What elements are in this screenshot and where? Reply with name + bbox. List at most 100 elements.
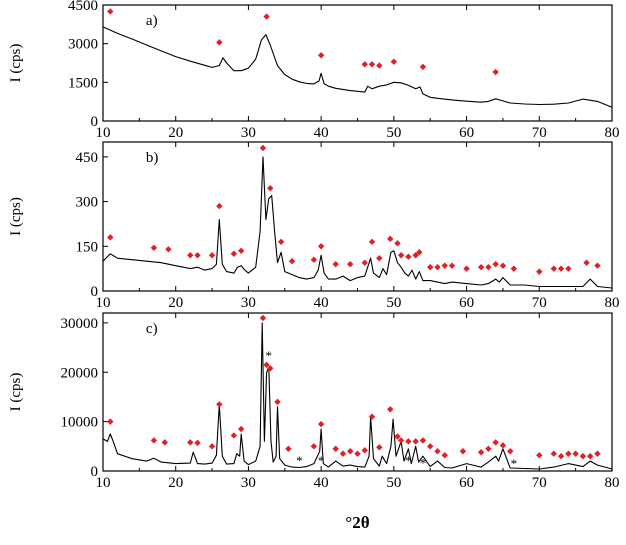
phase-marker (434, 263, 441, 271)
phase-marker (216, 401, 223, 408)
asterisk-marker: * (318, 453, 325, 468)
phase-marker (492, 439, 499, 446)
phase-marker (583, 259, 590, 266)
phase-marker (565, 265, 572, 272)
phase-marker (317, 52, 325, 59)
panel-1: 10 20 30 40 50 60 70 80 0 150 300 450 I (cps) b) (8, 141, 620, 311)
panel-label: a) (146, 13, 158, 29)
phase-marker (405, 438, 412, 445)
x-tick-label: 60 (459, 125, 474, 141)
phase-marker (150, 244, 158, 251)
phase-marker (274, 398, 281, 406)
y-axis-label: I (cps) (8, 373, 24, 412)
phase-marker (376, 62, 383, 69)
phase-marker (347, 448, 354, 455)
phase-marker (419, 63, 427, 71)
phase-marker (361, 259, 368, 266)
phase-marker (557, 452, 565, 460)
x-tick-label: 30 (241, 475, 256, 491)
phase-marker (230, 250, 238, 257)
asterisk-marker: * (511, 456, 518, 471)
phase-marker (394, 240, 401, 247)
phase-marker (267, 184, 274, 192)
asterisk-marker: * (405, 453, 412, 468)
phase-marker (419, 437, 427, 444)
phase-marker (368, 238, 376, 246)
phase-marker (477, 449, 485, 456)
phase-marker (310, 256, 318, 263)
y-tick-label: 0 (91, 114, 99, 130)
phase-marker (394, 433, 401, 440)
phase-marker (332, 260, 339, 268)
phase-marker (361, 447, 368, 454)
x-tick-label: 10 (96, 295, 111, 311)
x-tick-label: 70 (532, 295, 547, 311)
phase-marker (463, 265, 470, 272)
phase-marker (397, 437, 405, 444)
phase-marker (485, 445, 492, 452)
y-tick-label: 450 (76, 150, 99, 166)
phase-marker (492, 260, 499, 268)
x-tick-label: 20 (168, 475, 183, 491)
phase-marker (485, 263, 492, 271)
phase-marker (165, 246, 172, 253)
plot-frame (102, 4, 613, 122)
phase-marker (285, 445, 292, 452)
phase-marker (150, 437, 158, 444)
phase-marker (347, 260, 354, 268)
phase-marker (187, 252, 194, 259)
y-tick-label: 30000 (61, 316, 99, 332)
diffraction-line (102, 322, 613, 470)
phase-marker (594, 262, 601, 269)
phase-marker (499, 442, 507, 449)
panel-label: c) (146, 321, 158, 337)
x-tick-label: 80 (605, 125, 620, 141)
phase-marker (263, 13, 270, 20)
phase-marker (310, 443, 318, 450)
phase-marker (194, 439, 201, 447)
phase-marker (499, 262, 507, 269)
phase-marker (187, 439, 194, 446)
y-tick-label: 4500 (68, 0, 98, 14)
phase-marker (427, 443, 434, 450)
phase-marker (368, 61, 376, 68)
phase-marker (263, 361, 270, 369)
phase-marker (317, 243, 325, 250)
phase-marker (390, 58, 398, 65)
phase-marker (368, 413, 376, 420)
phase-marker (107, 8, 114, 15)
x-tick-label: 40 (314, 475, 329, 491)
phase-marker (194, 252, 201, 259)
phase-marker (208, 252, 216, 259)
phase-marker (237, 425, 245, 433)
x-tick-label: 80 (605, 295, 620, 311)
asterisk-marker: * (296, 453, 303, 468)
x-tick-label: 50 (386, 125, 401, 141)
x-tick-label: 40 (314, 125, 329, 141)
y-tick-label: 0 (91, 284, 99, 300)
phase-marker (230, 432, 238, 439)
phase-marker (427, 263, 434, 271)
x-tick-label: 70 (532, 475, 547, 491)
phase-marker (277, 238, 285, 246)
y-tick-label: 0 (91, 464, 99, 480)
x-tick-label: 30 (241, 295, 256, 311)
x-tick-label: 60 (459, 475, 474, 491)
panel-0: 10 20 30 40 50 60 70 80 0 1500 3000 4500 I (cps) a) (8, 0, 620, 141)
phase-marker (507, 448, 514, 455)
phase-marker (216, 202, 223, 210)
phase-marker (339, 450, 347, 457)
phase-marker (510, 265, 518, 272)
phase-marker (477, 263, 485, 271)
phase-marker (536, 452, 543, 459)
phase-marker (579, 452, 587, 460)
phase-marker (441, 452, 448, 459)
phase-marker (416, 249, 423, 256)
diffraction-line (102, 26, 613, 108)
panel-2: 10 20 30 40 50 60 70 80 0 10000 20000 30000 I (cps) c… (8, 312, 620, 532)
phase-marker (332, 445, 339, 452)
phase-marker (536, 268, 543, 275)
phase-marker (354, 450, 361, 457)
phase-marker (557, 265, 565, 272)
